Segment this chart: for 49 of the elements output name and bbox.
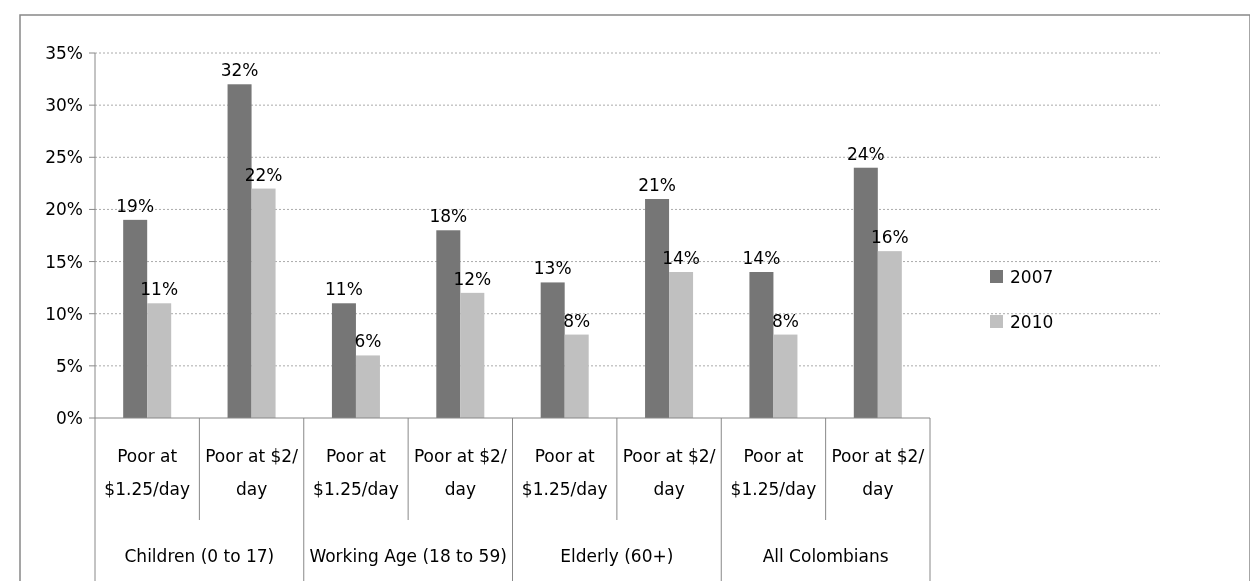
text: 13% — [533, 258, 572, 279]
x-tick-label: Poor at $1.25/day — [313, 446, 399, 499]
x-tick-label: Poor at $1.25/day — [730, 446, 817, 499]
text: 16% — [870, 227, 909, 248]
bar — [331, 303, 356, 418]
text: 24% — [846, 143, 885, 164]
legend-label: 2007 — [1010, 266, 1054, 287]
text: 11% — [140, 279, 179, 300]
text: 21% — [638, 175, 676, 195]
x-tick-label: Poor at $2/ day — [205, 446, 299, 499]
text: 12% — [453, 268, 492, 289]
x-tick-label: Poor at $1.25/day — [104, 446, 191, 499]
bar — [669, 272, 694, 418]
bar — [460, 292, 485, 418]
y-tick-label: 0% — [56, 407, 83, 428]
text: Elderly (60+) — [560, 546, 674, 566]
bar — [147, 303, 172, 418]
text: 19% — [116, 195, 155, 216]
text: 14% — [742, 248, 781, 268]
text: 22% — [244, 164, 283, 185]
y-tick-label: 25% — [45, 147, 83, 168]
bar — [749, 272, 774, 418]
x-tick-label: Poor at $1.25/day — [521, 446, 608, 499]
bar — [355, 355, 380, 418]
y-tick-label: 15% — [45, 251, 83, 272]
legend-label: 2010 — [1010, 311, 1054, 332]
bar — [251, 188, 276, 418]
text: Children (0 to 17) — [124, 546, 275, 566]
x-tick-label: Poor at $2/ day — [413, 446, 507, 499]
y-tick-label: 5% — [56, 355, 83, 376]
bar — [540, 282, 565, 418]
x-tick-label: Poor at $2/ day — [622, 446, 716, 499]
bar — [564, 334, 589, 418]
text: 8% — [771, 310, 799, 331]
text: 18% — [429, 206, 468, 227]
text: 11% — [325, 279, 363, 300]
text: 14% — [662, 248, 700, 268]
bar — [773, 334, 798, 418]
text: 6% — [354, 331, 382, 352]
text: Working Age (18 to 59) — [309, 546, 507, 566]
text: 32% — [220, 60, 259, 81]
bar — [877, 251, 902, 418]
y-tick-label: 10% — [45, 303, 83, 324]
x-tick-label: Poor at $2/ day — [831, 446, 925, 499]
text: All Colombians — [762, 546, 889, 566]
y-tick-label: 20% — [45, 199, 83, 220]
text: 8% — [563, 310, 591, 331]
y-tick-label: 35% — [45, 42, 83, 63]
y-tick-label: 30% — [45, 95, 83, 116]
